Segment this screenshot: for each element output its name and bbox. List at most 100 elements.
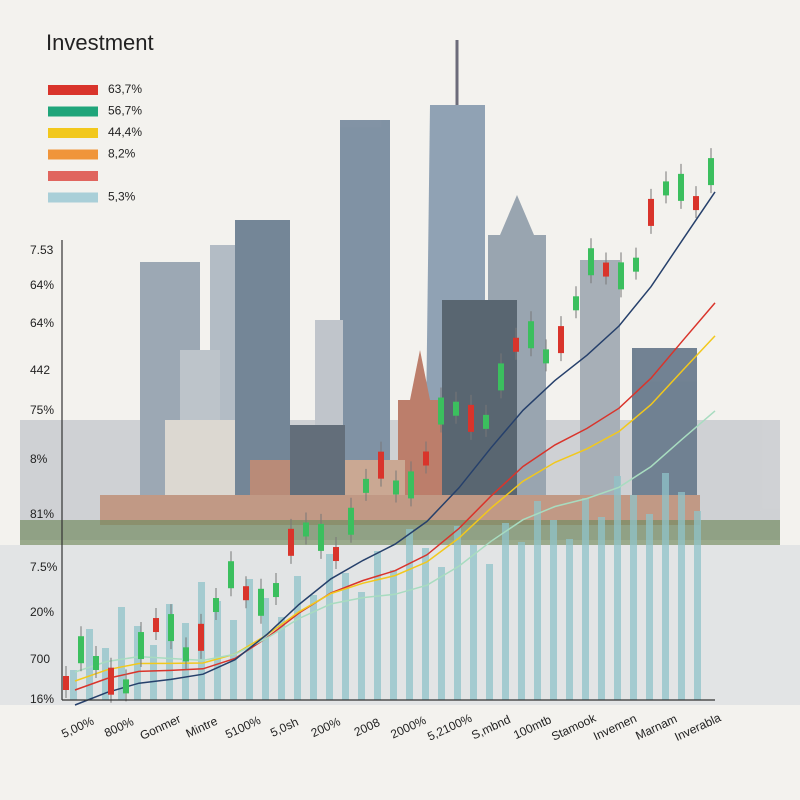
deco-bar <box>326 554 333 700</box>
deco-bar <box>214 601 221 700</box>
deco-candle <box>333 547 339 562</box>
deco-candle <box>168 614 174 642</box>
deco-candle <box>348 507 354 535</box>
deco-candle <box>108 667 114 695</box>
deco-bar <box>118 607 125 700</box>
deco-candle <box>153 618 159 633</box>
y-label: 8% <box>30 452 48 466</box>
legend-swatch <box>48 85 98 95</box>
deco-bar <box>646 514 653 700</box>
legend-swatch <box>48 128 98 138</box>
deco-candle <box>123 679 129 694</box>
deco-candle <box>198 623 204 651</box>
legend-swatch <box>48 192 98 203</box>
deco-candle <box>543 349 549 364</box>
legend-label: 44,4% <box>108 125 142 139</box>
deco-bar <box>662 473 669 700</box>
deco-line <box>74 410 716 673</box>
deco-bar <box>470 545 477 700</box>
legend-swatch <box>48 149 98 160</box>
deco-line <box>74 191 716 706</box>
deco-candle <box>183 647 189 662</box>
deco-bar <box>422 548 429 700</box>
deco-candle <box>468 404 474 432</box>
deco-bar <box>262 598 269 700</box>
y-label: 700 <box>30 652 50 666</box>
y-label: 81% <box>30 507 54 521</box>
y-label: 16% <box>30 692 54 706</box>
deco-bar <box>582 498 589 700</box>
y-label: 64% <box>30 278 54 292</box>
deco-candle <box>408 471 414 499</box>
deco-candle <box>708 158 714 186</box>
y-label: 7.5% <box>30 560 58 574</box>
deco-bar <box>566 539 573 700</box>
deco-candle <box>228 561 234 589</box>
deco-candle <box>603 262 609 277</box>
deco-candle <box>513 337 519 352</box>
deco-candle <box>648 198 654 226</box>
deco-candle <box>288 528 294 556</box>
deco-bar <box>534 501 541 700</box>
chart-decoration <box>63 148 716 706</box>
deco-candle <box>63 676 69 690</box>
deco-bar <box>598 517 605 700</box>
deco-candle <box>303 522 309 537</box>
deco-candle <box>393 480 399 495</box>
deco-candle <box>378 451 384 479</box>
y-label: 20% <box>30 605 54 619</box>
deco-bar <box>166 604 173 700</box>
deco-bar <box>550 520 557 700</box>
deco-bar <box>694 511 701 700</box>
deco-bar <box>390 570 397 700</box>
deco-candle <box>678 173 684 201</box>
deco-candle <box>588 248 594 276</box>
deco-line <box>74 335 716 682</box>
deco-line <box>74 302 716 691</box>
deco-candle <box>243 586 249 601</box>
deco-candle <box>423 451 429 466</box>
deco-candle <box>693 196 699 211</box>
legend-label: 8,2% <box>108 147 136 161</box>
deco-candle <box>138 632 144 660</box>
deco-bar <box>406 529 413 700</box>
deco-candle <box>498 363 504 391</box>
deco-bar <box>86 629 93 700</box>
deco-bar <box>294 576 301 700</box>
deco-bar <box>454 526 461 700</box>
deco-bar <box>358 592 365 700</box>
deco-bar <box>518 542 525 700</box>
deco-bar <box>438 567 445 700</box>
deco-candle <box>93 656 99 671</box>
deco-bar <box>70 670 77 700</box>
legend-label: 56,7% <box>108 104 142 118</box>
deco-bar <box>502 523 509 700</box>
legend-label: 5,3% <box>108 190 136 204</box>
deco-candle <box>558 326 564 354</box>
deco-bar <box>678 492 685 700</box>
y-label: 442 <box>30 363 50 377</box>
deco-candle <box>453 401 459 416</box>
legend-swatch <box>48 106 98 117</box>
deco-bar <box>278 617 285 700</box>
deco-bar <box>630 495 637 700</box>
deco-candle <box>528 321 534 349</box>
deco-candle <box>273 583 279 598</box>
deco-bar <box>150 645 157 700</box>
y-label: 64% <box>30 316 54 330</box>
deco-bar <box>614 476 621 700</box>
legend-swatch <box>48 171 98 181</box>
deco-candle <box>78 636 84 664</box>
deco-candle <box>618 262 624 290</box>
deco-candle <box>258 588 264 616</box>
deco-bar <box>134 626 141 700</box>
deco-candle <box>438 397 444 425</box>
deco-bar <box>486 564 493 700</box>
deco-bar <box>246 579 253 700</box>
deco-candle <box>573 296 579 311</box>
deco-bar <box>342 573 349 700</box>
deco-candle <box>363 478 369 493</box>
deco-bar <box>374 551 381 700</box>
